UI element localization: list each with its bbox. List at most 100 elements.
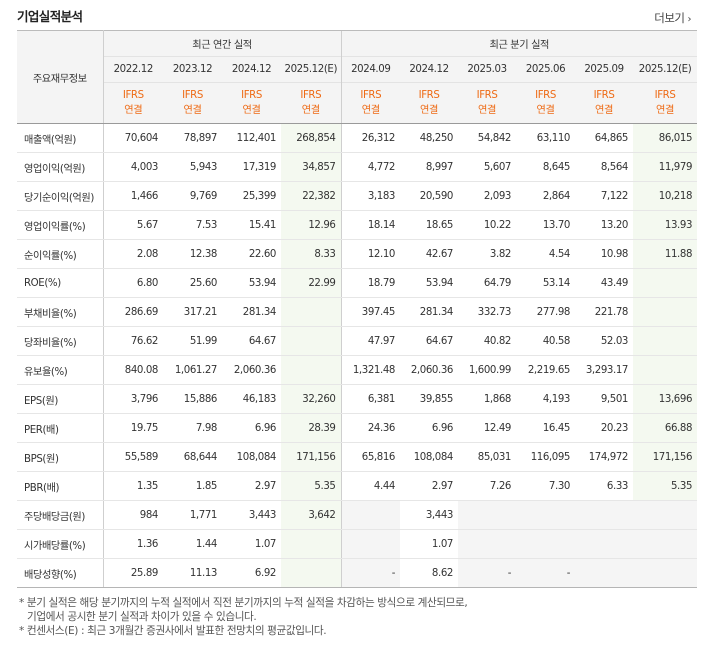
table-cell: 4,003	[103, 152, 163, 182]
table-cell: 20.23	[575, 413, 634, 443]
row-label: BPS(원)	[17, 442, 104, 472]
basis-scope: 연결	[183, 105, 202, 116]
table-cell: 6.80	[103, 268, 163, 298]
table-cell: 3,183	[340, 181, 401, 211]
table-cell: 16.45	[516, 413, 576, 443]
basis-header: IFRS 연결	[281, 82, 342, 124]
basis-standard: IFRS	[593, 90, 615, 101]
table-cell	[516, 529, 576, 559]
more-label: 더보기	[654, 11, 685, 25]
table-cell: 18.79	[340, 268, 401, 298]
table-cell	[340, 529, 401, 559]
table-cell: 3,443	[400, 500, 459, 530]
table-cell: 32,260	[281, 384, 342, 414]
table-cell: 12.49	[458, 413, 517, 443]
row-label: PER(배)	[17, 413, 104, 443]
table-cell: 281.34	[222, 297, 281, 327]
row-label: 당기순이익(억원)	[17, 181, 104, 211]
table-row: 당기순이익(억원) 1,466 9,769 25,399 22,382 3,183 20,5…	[17, 181, 698, 211]
footnotes: * 분기 실적은 해당 분기까지의 누적 실적에서 직전 분기까지의 누적 실적…	[19, 596, 468, 638]
table-cell: 10.22	[458, 210, 517, 240]
table-cell: 18.14	[340, 210, 401, 240]
table-cell: 13.93	[633, 210, 698, 240]
table-row: 유보율(%) 840.08 1,061.27 2,060.36 1,321.48 2,06…	[17, 355, 698, 385]
table-cell: 64.67	[222, 326, 281, 356]
table-cell: 20,590	[400, 181, 459, 211]
table-cell: 40.82	[458, 326, 517, 356]
table-cell	[281, 355, 342, 385]
table-cell: 2,864	[516, 181, 576, 211]
basis-standard: IFRS	[122, 90, 144, 101]
table-cell: 6.92	[222, 558, 281, 588]
table-row: 주당배당금(원) 984 1,771 3,443 3,642 3,443	[17, 500, 698, 530]
basis-scope: 연결	[420, 105, 438, 116]
table-cell: 332.73	[458, 297, 517, 327]
table-cell	[633, 297, 698, 327]
table-cell: 116,095	[516, 442, 576, 472]
table-cell: 8,564	[575, 152, 634, 182]
table-cell: 40.58	[516, 326, 576, 356]
period-header: 2024.09	[340, 56, 401, 83]
table-cell	[281, 326, 342, 356]
table-cell: 46,183	[222, 384, 281, 414]
basis-standard: IFRS	[476, 90, 498, 101]
table-cell: 1.36	[103, 529, 163, 559]
table-cell: 6.96	[400, 413, 459, 443]
basis-standard: IFRS	[535, 90, 556, 101]
table-cell: 55,589	[103, 442, 163, 472]
period-header: 2025.06	[516, 56, 576, 83]
table-cell	[633, 529, 698, 559]
table-cell: 10,218	[633, 181, 698, 211]
row-label: 시가배당률(%)	[17, 529, 104, 559]
table-cell: 22,382	[281, 181, 342, 211]
table-row: 당좌비율(%) 76.62 51.99 64.67 47.97 64.67 40.82 40.…	[17, 326, 698, 356]
table-cell: 6,381	[340, 384, 401, 414]
table-cell: 64.79	[458, 268, 517, 298]
table-cell: 11.88	[633, 239, 698, 269]
table-cell: 2,060.36	[400, 355, 459, 385]
period-header: 2025.03	[458, 56, 517, 83]
table-cell: 840.08	[103, 355, 163, 385]
table-cell: 85,031	[458, 442, 517, 472]
row-label: ROE(%)	[17, 268, 104, 298]
table-cell: 5.35	[633, 471, 698, 501]
table-cell: -	[458, 558, 517, 588]
table-cell: 86,015	[633, 123, 698, 153]
footnote-1-cont: 기업에서 공시한 분기 실적과 차이가 있을 수 있습니다.	[27, 611, 257, 623]
table-cell: 11,979	[633, 152, 698, 182]
basis-scope: 연결	[242, 105, 261, 116]
basis-header: IFRS 연결	[458, 82, 517, 124]
table-cell: 5,943	[163, 152, 222, 182]
basis-standard: IFRS	[360, 90, 382, 101]
table-cell: 25,399	[222, 181, 281, 211]
table-row: 순이익률(%) 2.08 12.38 22.60 8.33 12.10 42.67 3.82 4…	[17, 239, 698, 269]
table-cell: 4,772	[340, 152, 401, 182]
row-label: 순이익률(%)	[17, 239, 104, 269]
table-cell: 286.69	[103, 297, 163, 327]
basis-header: IFRS 연결	[340, 82, 401, 124]
basis-header: IFRS 연결	[103, 82, 163, 124]
table-cell: 3,642	[281, 500, 342, 530]
table-cell: 3,293.17	[575, 355, 634, 385]
table-cell: 51.99	[163, 326, 222, 356]
table-cell: 4,193	[516, 384, 576, 414]
table-cell: 48,250	[400, 123, 459, 153]
table-cell: 13.20	[575, 210, 634, 240]
table-cell: 25.89	[103, 558, 163, 588]
table-cell: 34,857	[281, 152, 342, 182]
basis-header: IFRS 연결	[400, 82, 459, 124]
table-cell: 3,443	[222, 500, 281, 530]
table-cell: 18.65	[400, 210, 459, 240]
table-cell: 8,997	[400, 152, 459, 182]
basis-scope: 연결	[478, 105, 496, 116]
table-cell: 1.07	[400, 529, 459, 559]
table-cell	[340, 500, 401, 530]
basis-header: IFRS 연결	[633, 82, 698, 124]
table-cell: 2,093	[458, 181, 517, 211]
table-cell: 76.62	[103, 326, 163, 356]
basis-scope: 연결	[595, 105, 613, 116]
table-cell: 4.44	[340, 471, 401, 501]
table-cell: 54,842	[458, 123, 517, 153]
table-cell: 7.26	[458, 471, 517, 501]
more-link[interactable]: 더보기 ›	[654, 10, 691, 26]
